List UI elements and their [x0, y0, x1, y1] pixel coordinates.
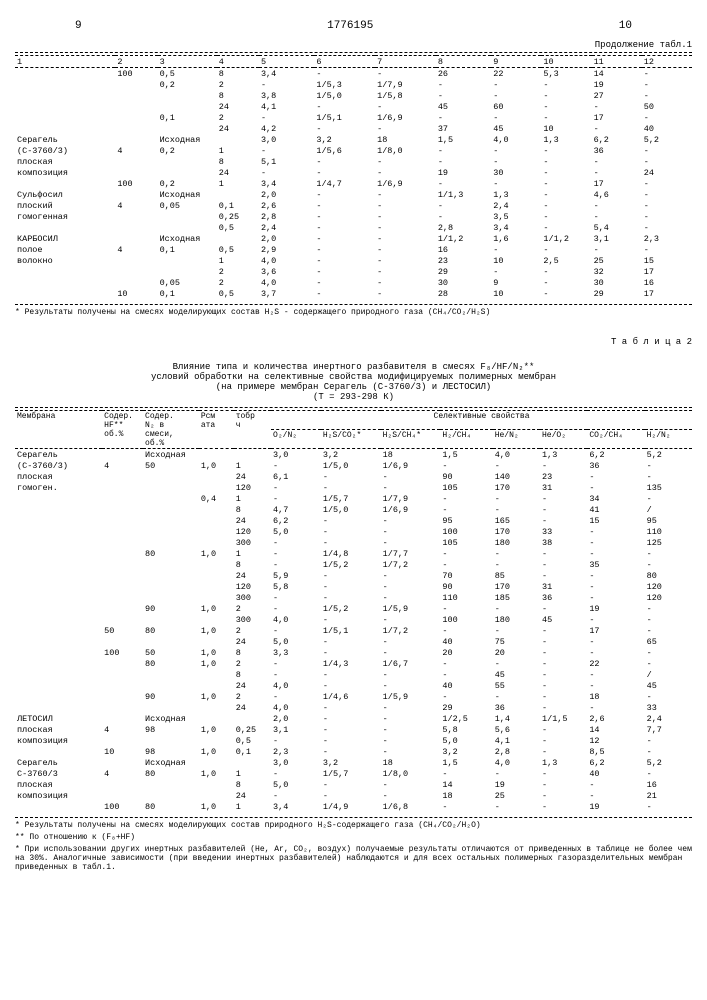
table-row: (С-3760/3)40,21-1/5,61/8,0---36- — [15, 145, 692, 156]
page-left: 9 — [75, 20, 82, 32]
table-1-footnote: * Результаты получены на смесях моделиру… — [15, 304, 692, 317]
continuation-label: Продолжение табл.1 — [15, 40, 692, 50]
table-row: плоская85,1------- — [15, 156, 692, 167]
col-header: 8 — [436, 56, 491, 68]
table-2-title: Влияние типа и количества инертного разб… — [55, 362, 652, 402]
col-header: 4 — [217, 56, 259, 68]
table-row: 100,10,53,7--2810-2917 — [15, 288, 692, 299]
table-2-label: Т а б л и ц а 2 — [15, 337, 692, 347]
col-header: Мембрана — [15, 411, 102, 449]
col-header: 12 — [642, 56, 692, 68]
table-row: 300---11018536-120 — [15, 592, 692, 603]
table-row: СерагельИсходная3,03,2181,54,01,36,25,2 — [15, 134, 692, 145]
col-header: CO₂/CH₄ — [587, 430, 644, 449]
table-row: 8----45--/ — [15, 669, 692, 680]
col-header: 5 — [259, 56, 314, 68]
col-header: H₂S/CH₄* — [381, 430, 441, 449]
col-header: 7 — [375, 56, 436, 68]
page-right: 10 — [619, 20, 632, 32]
table-row: 84,71/5,01/6,9---41/ — [15, 504, 692, 515]
table-row: 245,0--4075--65 — [15, 636, 692, 647]
col-header: He/O₂ — [540, 430, 587, 449]
table-row: 0,41-1/5,71/7,9---34- — [15, 493, 692, 504]
table-row: 3004,0--10018045-- — [15, 614, 692, 625]
table-row: плоская246,1--9014023-- — [15, 471, 692, 482]
table-row: 244,0--2936--33 — [15, 702, 692, 713]
table-row: КАРБОСИЛИсходная2,0--1/1,21,61/1,23,12,3 — [15, 233, 692, 244]
patent-number: 1776195 — [327, 20, 373, 32]
table-row: композиция0,5---5,04,1-12- — [15, 735, 692, 746]
table-1: 1234567891011121000,583,4--26225,314-0,2… — [15, 55, 692, 299]
col-header: 1 — [15, 56, 115, 68]
col-header: 10 — [541, 56, 591, 68]
table-row: СульфосилИсходная2,0--1/1,31,3-4,6- — [15, 189, 692, 200]
col-header: H₂/N₂ — [645, 430, 692, 449]
table-row: 801,01-1/4,81/7,7----- — [15, 548, 692, 559]
table-row: 244,1--4560--50 — [15, 101, 692, 112]
table-row: 901,02-1/5,21/5,9---19- — [15, 603, 692, 614]
table-row: 0,12-1/5,11/6,9---17- — [15, 112, 692, 123]
table-row: 50801,02-1/5,11/7,2---17- — [15, 625, 692, 636]
table-row: 244,2--374510-40 — [15, 123, 692, 134]
table-2-footnotes: * Результаты получены на смесях моделиру… — [15, 817, 692, 872]
table-row: СерагельИсходная3,03,2181,54,01,36,25,2 — [15, 449, 692, 461]
col-header: Содер. N₂ в смеси, об.% — [143, 411, 199, 449]
table-row: 23,6--29--3217 — [15, 266, 692, 277]
table-row: (С-3760/3)4501,01-1/5,01/6,9---36- — [15, 460, 692, 471]
col-header: 6 — [314, 56, 375, 68]
table-row: 8-1/5,21/7,2---35- — [15, 559, 692, 570]
table-row: 901,02-1/4,61/5,9---18- — [15, 691, 692, 702]
table-2: МембранаСодер. HF** об.%Содер. N₂ в смес… — [15, 410, 692, 812]
col-header: 2 — [115, 56, 157, 68]
col-header: τобр ч — [234, 411, 271, 449]
table-row: 0,22-1/5,31/7,9---19- — [15, 79, 692, 90]
table-row: С-3760/34801,01-1/5,71/8,0---40- — [15, 768, 692, 779]
col-header: 11 — [592, 56, 642, 68]
col-header: O₂/N₂ — [271, 430, 321, 449]
col-header: Pсм ата — [199, 411, 234, 449]
table-row: 83,81/5,01/5,8---27- — [15, 90, 692, 101]
col-header: 3 — [158, 56, 217, 68]
table-row: композиция24---1825--21 — [15, 790, 692, 801]
col-header: H₂S/CO₂* — [321, 430, 381, 449]
col-header: H₂/CH₄ — [440, 430, 492, 449]
table-row: 801,02-1/4,31/6,7---22- — [15, 658, 692, 669]
table-row: 244,0--4055--45 — [15, 680, 692, 691]
col-header: He/N₂ — [493, 430, 540, 449]
table-row: 100501,083,3--2020--- — [15, 647, 692, 658]
page-header: 9 1776195 10 — [15, 20, 692, 32]
col-header: 9 — [491, 56, 541, 68]
table-row: 246,2--95165-1595 — [15, 515, 692, 526]
table-row: плоская85,0--1419--16 — [15, 779, 692, 790]
col-header: Селективные свойства — [271, 411, 692, 430]
table-row: СерагельИсходная3,03,2181,54,01,36,25,2 — [15, 757, 692, 768]
table-row: композиция24---1930--24 — [15, 167, 692, 178]
table-row: 100801,013,41/4,91/6,8---19- — [15, 801, 692, 812]
table-row: 0,0524,0--309-3016 — [15, 277, 692, 288]
table-row: 300---10518038-125 — [15, 537, 692, 548]
table-row: плоский40,050,12,6---2,4--- — [15, 200, 692, 211]
table-row: 1205,8--9017031-120 — [15, 581, 692, 592]
col-header: Содер. HF** об.% — [102, 411, 143, 449]
table-row: 1000,583,4--26225,314- — [15, 68, 692, 80]
table-row: 245,9--7085--80 — [15, 570, 692, 581]
table-row: гомогенная0,252,8---3,5--- — [15, 211, 692, 222]
table-row: 10981,00,12,3--3,22,8-8,5- — [15, 746, 692, 757]
table-row: плоская4981,00,253,1--5,85,6-147,7 — [15, 724, 692, 735]
table-row: гомоген.120---10517031-135 — [15, 482, 692, 493]
table-row: волокно14,0--23102,52515 — [15, 255, 692, 266]
table-row: 0,52,4--2,83,4-5,4- — [15, 222, 692, 233]
table-row: ЛЕТОСИЛИсходная2,0--1/2,51,41/1,52,62,4 — [15, 713, 692, 724]
table-row: 1000,213,41/4,71/6,9---17- — [15, 178, 692, 189]
table-row: 1205,0--10017033-110 — [15, 526, 692, 537]
table-row: полое40,10,52,9--16---- — [15, 244, 692, 255]
